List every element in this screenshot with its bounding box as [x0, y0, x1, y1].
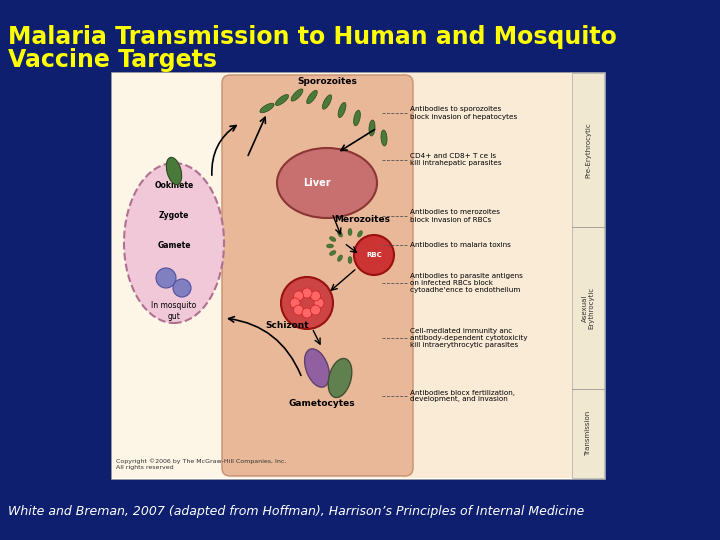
Circle shape: [302, 308, 312, 318]
Ellipse shape: [276, 94, 289, 105]
Text: Zygote: Zygote: [159, 211, 189, 219]
Ellipse shape: [330, 237, 336, 241]
Ellipse shape: [381, 130, 387, 146]
Text: RBC: RBC: [366, 252, 382, 258]
Text: Ookinete: Ookinete: [154, 180, 194, 190]
Ellipse shape: [277, 148, 377, 218]
Ellipse shape: [364, 237, 371, 241]
Text: Asexual
Erythrocytic: Asexual Erythrocytic: [582, 287, 595, 329]
Text: Antibodies to parasite antigens
on infected RBCs block
cytoadhe'ence to endothel: Antibodies to parasite antigens on infec…: [410, 273, 523, 293]
Circle shape: [294, 305, 304, 315]
Text: Antibodies to merozoites
block invasion of RBCs: Antibodies to merozoites block invasion …: [410, 210, 500, 222]
Circle shape: [173, 279, 191, 297]
Ellipse shape: [358, 255, 362, 261]
Text: In mosquito
gut: In mosquito gut: [151, 301, 197, 321]
Text: Cell-mediated immunity anc
antibody-dependent cytotoxicity
kill intraerythrocyti: Cell-mediated immunity anc antibody-depe…: [410, 328, 528, 348]
Ellipse shape: [348, 228, 352, 235]
Circle shape: [302, 288, 312, 298]
Ellipse shape: [307, 90, 318, 104]
Circle shape: [156, 268, 176, 288]
Ellipse shape: [323, 95, 332, 109]
Ellipse shape: [369, 120, 375, 136]
Text: Pre-Erythrocytic: Pre-Erythrocytic: [585, 122, 591, 178]
Circle shape: [310, 305, 320, 315]
Text: Copyright ©2006 by The McGraw-Hill Companies, Inc.
All rights reserved: Copyright ©2006 by The McGraw-Hill Compa…: [116, 458, 287, 470]
Circle shape: [354, 235, 394, 275]
Bar: [111, 72, 605, 479]
Ellipse shape: [366, 244, 374, 248]
Circle shape: [290, 298, 300, 308]
Text: Antibodies to malaria toxins: Antibodies to malaria toxins: [410, 242, 511, 248]
Text: White and Breman, 2007 (adapted from Hoffman), Harrison’s Principles of Internal: White and Breman, 2007 (adapted from Hof…: [8, 505, 584, 518]
Bar: [112, 73, 604, 478]
Ellipse shape: [338, 231, 343, 237]
Ellipse shape: [338, 255, 343, 261]
Text: Merozoites: Merozoites: [334, 215, 390, 225]
Text: CD4+ and CD8+ T ce ls
kill intrahepatic parasites: CD4+ and CD8+ T ce ls kill intrahepatic …: [410, 153, 502, 166]
Text: Sporozoites: Sporozoites: [297, 77, 357, 86]
Ellipse shape: [124, 163, 224, 323]
Ellipse shape: [330, 251, 336, 255]
Bar: [572, 73, 604, 478]
FancyBboxPatch shape: [222, 75, 413, 476]
Text: Antibodies blocx fertilization,
development, and invasion: Antibodies blocx fertilization, developm…: [410, 389, 515, 402]
Text: Liver: Liver: [303, 178, 330, 188]
Ellipse shape: [328, 359, 352, 397]
Circle shape: [314, 298, 324, 308]
Circle shape: [294, 291, 304, 301]
Text: Schizont: Schizont: [265, 321, 309, 330]
Text: Vaccine Targets: Vaccine Targets: [8, 48, 217, 72]
Ellipse shape: [260, 103, 274, 113]
Ellipse shape: [166, 157, 181, 185]
Ellipse shape: [305, 349, 329, 387]
Text: Antibodies to sporozoites
block invasion of hepatocytes: Antibodies to sporozoites block invasion…: [410, 106, 517, 119]
Text: Gamete: Gamete: [157, 240, 191, 249]
Ellipse shape: [348, 256, 352, 264]
Ellipse shape: [291, 89, 303, 101]
Text: Malaria Transmission to Human and Mosquito: Malaria Transmission to Human and Mosqui…: [8, 25, 617, 49]
Text: Gametocytes: Gametocytes: [289, 399, 355, 408]
Text: Transmission: Transmission: [585, 411, 591, 456]
Bar: [402, 73, 604, 478]
Circle shape: [310, 291, 320, 301]
Ellipse shape: [358, 231, 362, 237]
Ellipse shape: [326, 244, 333, 248]
Ellipse shape: [354, 110, 361, 126]
Ellipse shape: [364, 251, 371, 255]
Ellipse shape: [338, 103, 346, 118]
Circle shape: [281, 277, 333, 329]
